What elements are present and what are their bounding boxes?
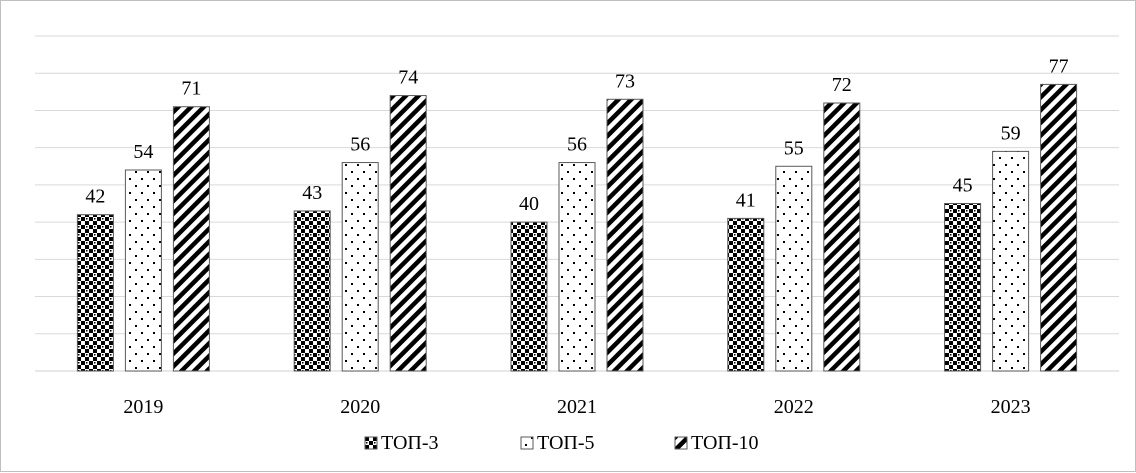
x-tick-label: 2019 [123,396,163,418]
bar-diagonal-2020 [389,95,427,372]
bar-checker-2020 [293,210,331,372]
data-label: 40 [519,193,539,215]
x-axis: 2019 2020 2021 2022 2023 [123,396,1030,418]
legend-label: ТОП-10 [691,432,759,454]
bar-diagonal-2021 [606,98,644,372]
data-label: 71 [181,78,201,100]
data-labels: 42 54 71 43 56 74 40 56 73 41 55 72 45 59 77 [85,55,1068,215]
x-tick-label: 2022 [774,396,814,418]
bar-dots-2019 [124,169,162,372]
legend: ТОП-3 ТОП-5 ТОП-10 [364,432,759,454]
x-tick-label: 2020 [340,396,380,418]
legend-swatch [674,436,688,450]
data-label: 41 [736,189,756,211]
data-label: 43 [302,182,322,204]
data-label: 77 [1049,55,1069,77]
legend-swatch [364,436,378,450]
data-label: 74 [398,67,418,89]
bar-dots-2020 [341,162,379,372]
data-label: 56 [350,134,370,156]
data-label: 42 [85,186,105,208]
bars [76,83,1078,372]
bar-checker-2022 [727,217,765,372]
data-label: 73 [615,70,635,92]
legend-swatch [520,436,534,450]
bar-checker-2019 [76,214,114,372]
data-label: 54 [133,141,153,163]
data-label: 45 [953,175,973,197]
data-label: 72 [832,74,852,96]
legend-label: ТОП-3 [381,432,439,454]
data-label: 59 [1001,122,1021,144]
x-tick-label: 2023 [991,396,1031,418]
bar-checker-2023 [944,203,982,372]
legend-label: ТОП-5 [537,432,595,454]
bar-dots-2023 [992,150,1030,372]
bar-diagonal-2022 [823,102,861,372]
bar-dots-2021 [558,162,596,372]
data-label: 55 [784,137,804,159]
bar-dots-2022 [775,165,813,372]
bar-diagonal-2019 [172,106,210,372]
x-tick-label: 2021 [557,396,597,418]
data-label: 56 [567,134,587,156]
bar-diagonal-2023 [1040,83,1078,372]
bar-checker-2021 [510,221,548,372]
